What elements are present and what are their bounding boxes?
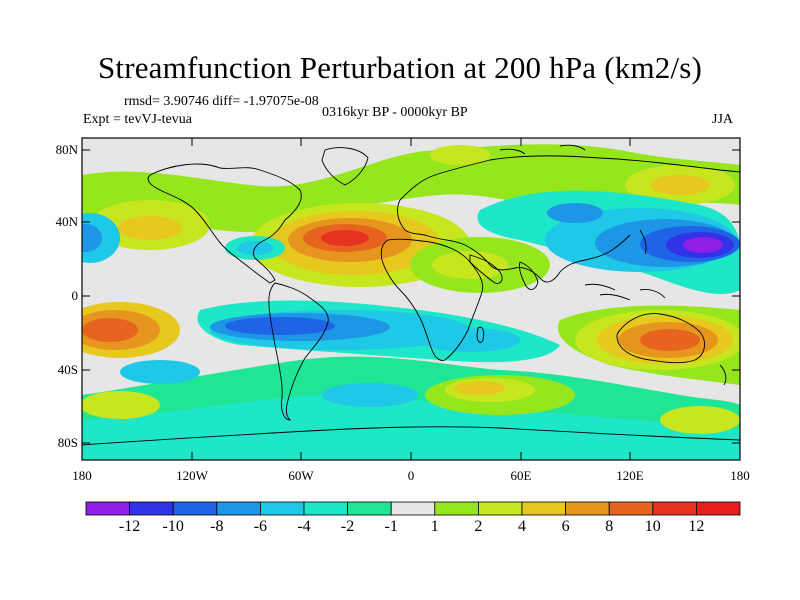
- stats-text: rmsd= 3.90746 diff= -1.97075e-08: [124, 94, 319, 109]
- lat-label-80s: 80S: [57, 435, 78, 450]
- colorbar-label: 1: [430, 518, 439, 535]
- high-middle-east-core: [432, 251, 508, 279]
- colorbar-label: 2: [474, 518, 483, 535]
- colorbar-label: 6: [561, 518, 570, 535]
- colorbar-label: -1: [384, 518, 398, 535]
- colorbar-swatch: [259, 501, 305, 516]
- colorbar-swatch: [608, 501, 654, 516]
- colorbar-label: -12: [118, 518, 141, 535]
- low-south-atlantic: [420, 328, 520, 352]
- colorbar-label: -2: [340, 518, 355, 535]
- lon-label-180w: 180: [72, 468, 92, 483]
- colorbar-label: 12: [688, 518, 705, 535]
- colorbar-label: 8: [605, 518, 614, 535]
- lon-label-60e: 60E: [510, 468, 532, 483]
- high-south-indian-peak: [455, 381, 505, 395]
- lon-label-60w: 60W: [288, 468, 314, 483]
- period-text: 0316kyr BP - 0000kyr BP: [322, 105, 468, 120]
- low-south-pacific: [120, 360, 200, 384]
- high-north-pacific-west-core: [118, 216, 182, 240]
- colorbar-swatch: [696, 501, 741, 516]
- contour-field: [82, 138, 740, 460]
- colorbar-swatch: [303, 501, 348, 516]
- low-south-atlantic-deep: [322, 383, 418, 407]
- low-arctic: [265, 140, 335, 156]
- colorbar-label: 10: [644, 518, 661, 535]
- colorbar: [85, 501, 741, 516]
- colorbar-swatch: [565, 501, 610, 516]
- plot-title: Streamfunction Perturbation at 200 hPa (…: [97, 50, 703, 85]
- experiment-text: Expt = tevVJ-tevua: [83, 112, 192, 127]
- lat-label-80n: 80N: [55, 142, 78, 157]
- high-north-atlantic-peak: [321, 230, 369, 246]
- colorbar-swatch: [521, 501, 566, 516]
- lon-label-120w: 120W: [176, 468, 208, 483]
- colorbar-swatch: [347, 501, 392, 516]
- low-asia-peak: [683, 237, 723, 253]
- colorbar-label: -4: [297, 518, 311, 535]
- colorbar-swatch: [216, 501, 261, 516]
- lon-label-180e: 180: [730, 468, 750, 483]
- low-south-tropical-core: [225, 317, 335, 335]
- low-siberia: [547, 203, 603, 223]
- high-australia-peak: [640, 329, 700, 351]
- colorbar-swatch: [390, 501, 436, 516]
- colorbar-swatch: [434, 501, 479, 516]
- lat-label-0: 0: [71, 288, 79, 303]
- colorbar-swatch: [477, 501, 523, 516]
- high-north-pacific-east-core: [650, 175, 710, 195]
- lon-label-0: 0: [407, 468, 415, 483]
- colorbar-swatch: [85, 501, 130, 516]
- high-south-pacific-core: [82, 318, 138, 342]
- axis-ticks: [82, 138, 740, 460]
- coastlines: [82, 144, 740, 446]
- colorbar-swatch: [172, 501, 218, 516]
- high-arctic-west: [430, 145, 490, 165]
- high-south-dateline: [660, 406, 740, 434]
- colorbar-label: -6: [253, 518, 268, 535]
- lon-label-120e: 120E: [616, 468, 644, 483]
- colorbar-label: 4: [518, 518, 526, 535]
- lat-label-40n: 40N: [55, 214, 78, 229]
- high-south-west: [82, 391, 160, 419]
- colorbar-swatch: [652, 501, 697, 516]
- season-text: JJA: [712, 112, 734, 127]
- colorbar-label: -10: [162, 518, 184, 535]
- colorbar-label: -8: [210, 518, 224, 535]
- low-west-edge-core: [82, 224, 102, 252]
- colorbar-swatch: [129, 501, 174, 516]
- lat-label-40s: 40S: [57, 362, 78, 377]
